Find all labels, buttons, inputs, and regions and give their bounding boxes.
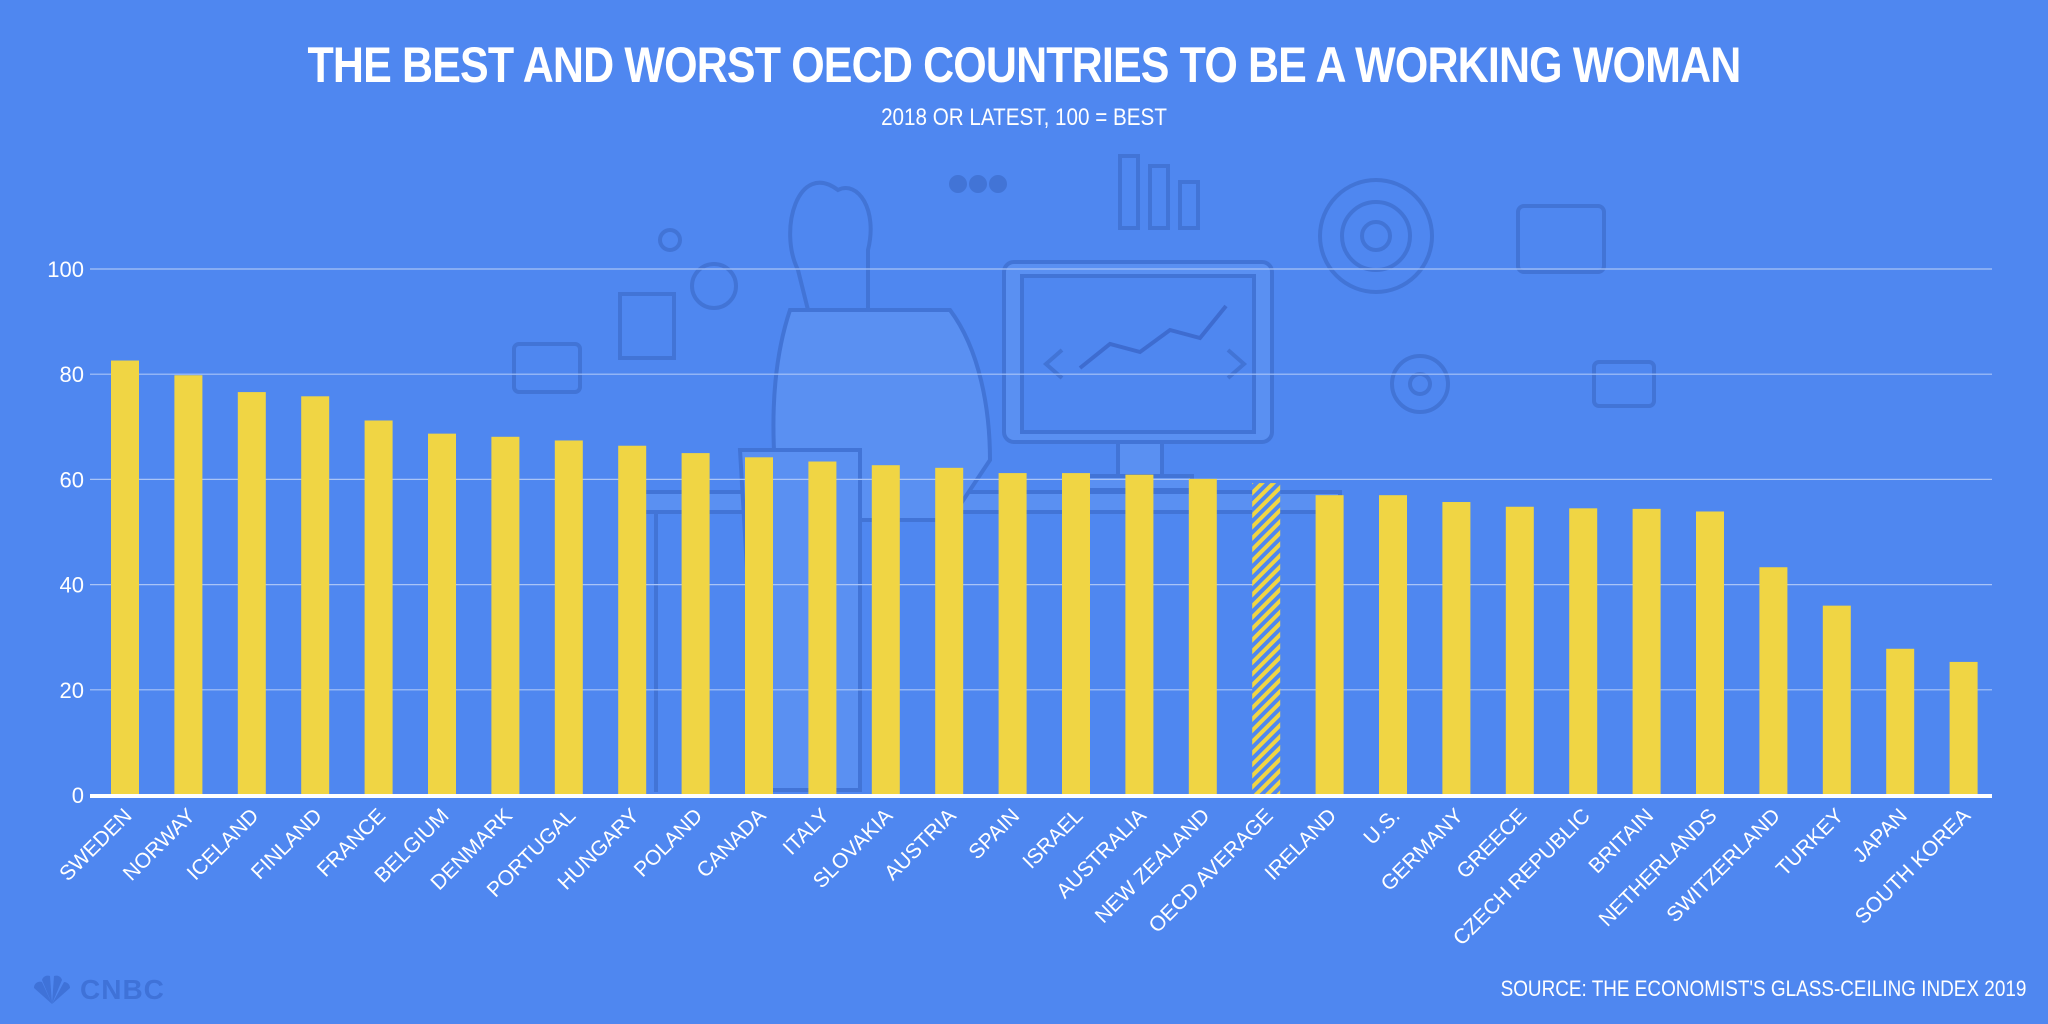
y-tick-label: 40: [60, 573, 84, 598]
bar: [618, 445, 647, 795]
y-tick-label: 100: [47, 257, 84, 282]
bar: [1759, 567, 1788, 795]
bar: [1822, 605, 1851, 795]
bar: [111, 360, 139, 795]
bar: [1442, 502, 1471, 795]
y-tick-label: 60: [60, 467, 84, 492]
x-tick-label: SWITZERLAND: [1662, 804, 1785, 927]
bar: [808, 461, 837, 795]
bar: [1062, 473, 1090, 795]
y-axis-ticks: 0 20 40 60 80 100: [47, 257, 84, 808]
chart-title: THE BEST AND WORST OECD COUNTRIES TO BE …: [307, 37, 1741, 93]
bar: [364, 420, 393, 795]
x-tick-label: NETHERLANDS: [1595, 804, 1722, 931]
x-tick-label: U.S.: [1359, 804, 1404, 849]
bar-oecd-average: [1252, 483, 1281, 795]
bar: [1188, 478, 1217, 795]
x-tick-label: TURKEY: [1772, 804, 1849, 881]
logo-text: CNBC: [80, 974, 165, 1005]
bar: [1125, 474, 1154, 795]
cnbc-logo: CNBC: [30, 970, 165, 1010]
bar: [491, 436, 520, 795]
bar: [1696, 511, 1724, 795]
x-tick-label: JAPAN: [1849, 804, 1912, 867]
y-tick-label: 0: [72, 783, 84, 808]
gridlines: [90, 268, 1992, 691]
bars: [111, 360, 1978, 795]
x-tick-label: ITALY: [779, 804, 834, 859]
bar: [554, 440, 583, 795]
peacock-icon: [33, 975, 70, 1004]
bar: [174, 375, 203, 795]
bar: [1886, 648, 1915, 795]
source-note: SOURCE: THE ECONOMIST'S GLASS-CEILING IN…: [1500, 976, 2026, 1001]
chart-subtitle: 2018 OR LATEST, 100 = BEST: [881, 104, 1167, 131]
bar: [998, 473, 1027, 795]
y-tick-label: 80: [60, 362, 84, 387]
bar: [681, 453, 710, 795]
bar: [1569, 508, 1598, 795]
x-tick-label: CANADA: [692, 804, 770, 882]
bar: [871, 465, 900, 795]
bar: [935, 467, 964, 795]
bar: [1315, 495, 1344, 795]
x-tick-label: OECD AVERAGE: [1145, 804, 1278, 937]
x-tick-label: SPAIN: [964, 804, 1024, 864]
bar: [1949, 661, 1978, 795]
bar: [428, 433, 456, 795]
bar: [1632, 508, 1661, 795]
bar: [301, 396, 330, 795]
bar: [1505, 506, 1534, 795]
bar: [1379, 495, 1407, 795]
x-tick-label: NEW ZEALAND: [1091, 804, 1215, 928]
x-tick-label: SOUTH KOREA: [1851, 804, 1975, 928]
bar: [745, 457, 773, 795]
y-tick-label: 20: [60, 678, 84, 703]
bar: [237, 392, 266, 795]
x-axis-labels: SWEDENNORWAYICELANDFINLANDFRANCEBELGIUMD…: [55, 804, 1975, 950]
